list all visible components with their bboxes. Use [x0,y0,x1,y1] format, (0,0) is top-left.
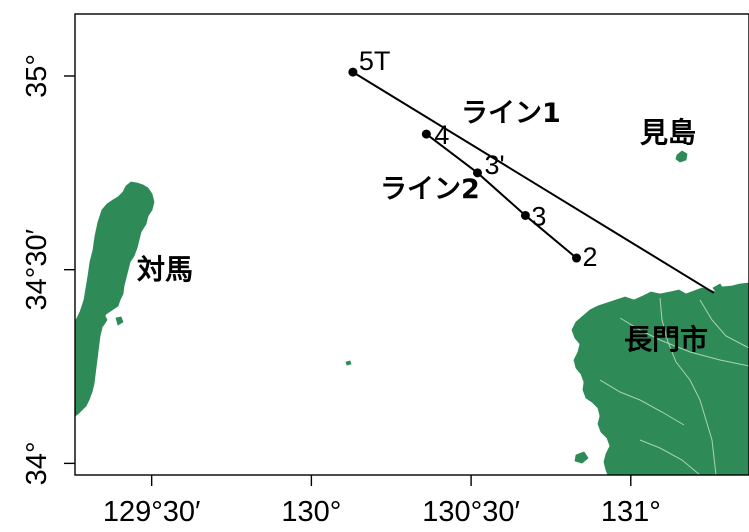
municipal-borders [599,297,749,475]
place-label-tsushima: 対馬 [137,253,193,286]
nagato-mainland [571,282,749,475]
tsushima-island [75,181,155,417]
place-label-mishima: 見島 [640,116,696,149]
line1-label: ライン1 [461,98,561,129]
station-label-3: 3 [531,201,546,231]
line1-track [352,71,715,294]
x-axis: 129°30′ 130° 130°30′ 131° [103,475,661,528]
station-marker-3 [520,210,530,220]
x-tick-label: 130°30′ [422,496,520,528]
place-label-nagato: 長門市 [624,323,708,356]
mishima-island [675,150,688,163]
line2-label: ライン2 [380,174,480,205]
x-tick-label: 130° [281,496,341,528]
x-tick-label: 131° [601,496,661,528]
station-label-5T: 5T [359,46,391,76]
station-marker-4 [421,129,431,139]
station-label-3p: 3' [484,150,504,180]
land-layer [75,150,749,475]
station-marker-2 [572,253,582,263]
y-tick-label: 34°30′ [21,229,53,311]
nagato-islet [712,283,725,295]
station-marker-3p [472,168,482,178]
tsushima-islet [115,316,124,326]
station-label-4: 4 [434,120,449,150]
y-tick-label: 34° [21,441,53,485]
tsushima-islet [96,313,108,327]
plot-frame [74,13,749,476]
station-markers: 5T 4 3' 3 2 [348,46,598,272]
small-islet [345,360,352,366]
x-tick-label: 129°30′ [103,496,201,528]
y-axis: 34° 34°30′ 35° [21,54,75,485]
line2-track [425,133,578,259]
nagato-islet [574,451,589,464]
survey-tracks [352,71,715,294]
y-tick-label: 35° [21,54,53,98]
station-marker-5T [348,67,358,77]
station-label-2: 2 [583,242,598,272]
